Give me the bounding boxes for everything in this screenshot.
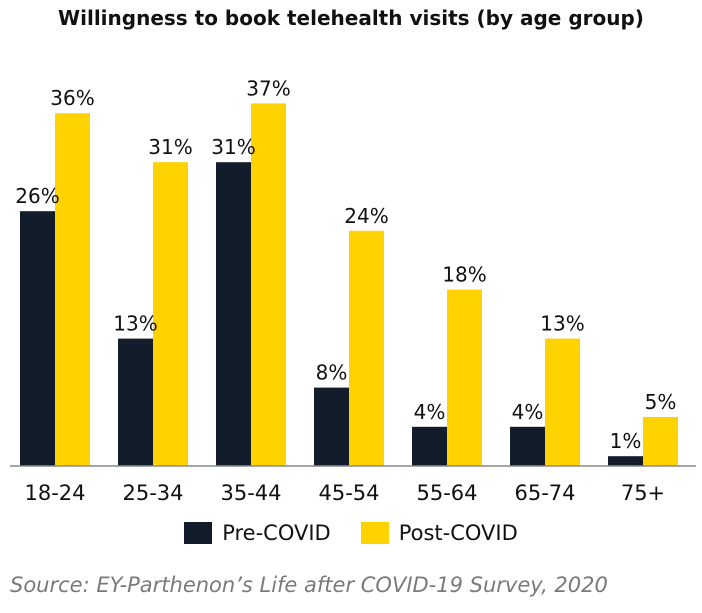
source-note: Source: EY-Parthenon’s Life after COVID-… <box>10 573 608 597</box>
bar-post-covid-45-54 <box>349 230 384 466</box>
x-axis-ticks: 18-24 25-34 35-44 45-54 55-64 65-74 75+ <box>24 481 665 505</box>
bar-post-covid-35-44 <box>251 103 286 467</box>
value-label-post-covid-45-54: 24% <box>344 204 388 228</box>
value-label-post-covid-25-34: 31% <box>148 135 192 159</box>
x-tick-label-35-44: 35-44 <box>220 481 281 505</box>
bar-pre-covid-35-44 <box>216 162 251 466</box>
value-label-post-covid-18-24: 36% <box>50 86 94 110</box>
value-label-post-covid-75+: 5% <box>645 390 677 414</box>
value-label-post-covid-35-44: 37% <box>246 76 290 100</box>
x-tick-label-75+: 75+ <box>621 481 665 505</box>
value-label-post-covid-55-64: 18% <box>442 263 486 287</box>
legend-swatch-pre-covid <box>184 522 213 544</box>
x-tick-label-65-74: 65-74 <box>514 481 575 505</box>
x-tick-label-45-54: 45-54 <box>318 481 379 505</box>
bar-post-covid-55-64 <box>447 289 482 466</box>
bar-post-covid-65-74 <box>545 338 580 466</box>
legend-label-pre-covid: Pre-COVID <box>222 521 331 545</box>
bar-pre-covid-55-64 <box>412 426 447 466</box>
value-label-pre-covid-55-64: 4% <box>414 400 446 424</box>
x-tick-label-55-64: 55-64 <box>416 481 477 505</box>
value-label-pre-covid-18-24: 26% <box>15 184 59 208</box>
bar-pre-covid-45-54 <box>314 387 349 466</box>
chart-title: Willingness to book telehealth visits (b… <box>58 6 644 30</box>
bar-pre-covid-75+ <box>608 456 643 466</box>
legend-swatch-post-covid <box>360 522 389 544</box>
bar-pre-covid-25-34 <box>118 338 153 466</box>
value-label-pre-covid-65-74: 4% <box>512 400 544 424</box>
value-label-pre-covid-45-54: 8% <box>316 361 348 385</box>
legend-item-pre-covid: Pre-COVID <box>184 521 331 545</box>
value-label-pre-covid-75+: 1% <box>610 429 642 453</box>
legend-label-post-covid: Post-COVID <box>398 521 518 545</box>
bar-post-covid-25-34 <box>153 162 188 466</box>
value-labels-group: 26% 36% 13% 31% 31% 37% 8% 24% 4% 18% 4% 13% 1%5% <box>15 76 676 453</box>
value-label-post-covid-65-74: 13% <box>540 312 584 336</box>
value-label-pre-covid-25-34: 13% <box>113 312 157 336</box>
bar-pre-covid-18-24 <box>20 211 55 466</box>
bar-post-covid-18-24 <box>55 113 90 466</box>
legend-item-post-covid: Post-COVID <box>360 521 518 545</box>
bar-pre-covid-65-74 <box>510 426 545 466</box>
bars-group <box>20 103 678 467</box>
bar-post-covid-75+ <box>643 417 678 466</box>
value-label-pre-covid-35-44: 31% <box>211 135 255 159</box>
legend: Pre-COVID Post-COVID <box>0 521 702 545</box>
x-tick-label-18-24: 18-24 <box>24 481 85 505</box>
x-tick-label-25-34: 25-34 <box>122 481 183 505</box>
